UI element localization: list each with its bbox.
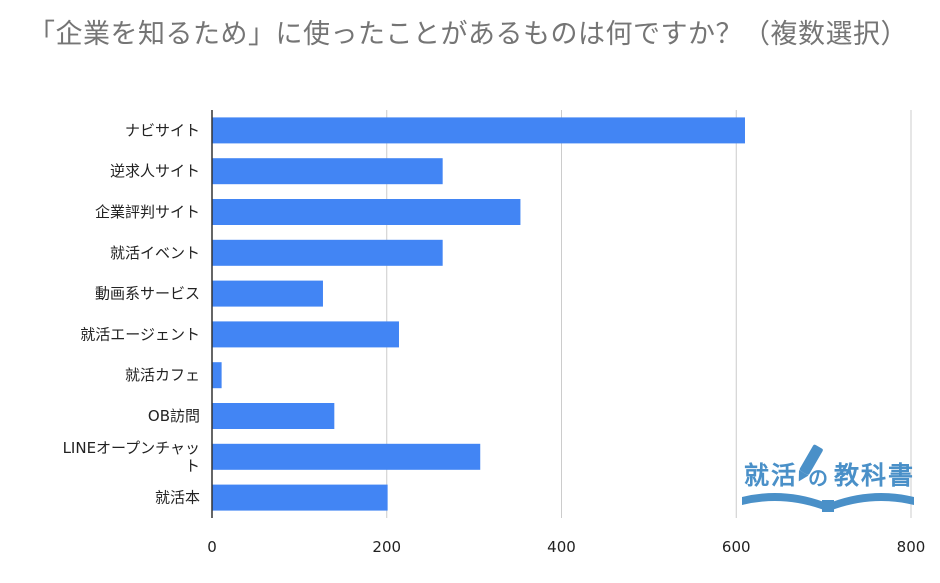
- category-label: OB訪問: [148, 407, 200, 425]
- category-label: 動画系サービス: [95, 285, 200, 303]
- watermark-logo: 就活 の 教科書: [738, 442, 918, 522]
- category-label: ナビサイト: [125, 121, 200, 139]
- bar: [212, 443, 481, 470]
- bar: [212, 158, 443, 185]
- category-label: 逆求人サイト: [110, 162, 200, 180]
- x-tick-label: 600: [722, 538, 751, 556]
- bars: [212, 117, 745, 511]
- x-tick-label: 800: [897, 538, 926, 556]
- category-label: 就活本: [155, 489, 200, 507]
- x-tick-label: 0: [207, 538, 217, 556]
- book-pencil-icon: [742, 444, 914, 512]
- category-label: 就活イベント: [110, 244, 200, 262]
- category-label: LINEオープンチャット: [63, 439, 200, 475]
- watermark-text-middle: の: [808, 466, 830, 490]
- bar: [212, 403, 335, 429]
- x-tick-labels: 0 200 400 600 800: [207, 538, 925, 556]
- bar: [212, 484, 388, 511]
- bar: [212, 239, 443, 266]
- watermark-text-left: 就活: [744, 461, 799, 490]
- chart-title: 「企業を知るため」に使ったことがあるものは何ですか？（複数選択）: [28, 19, 908, 50]
- category-label: 企業評判サイト: [95, 203, 200, 221]
- watermark-text-right: 教科書: [834, 461, 916, 490]
- x-tick-label: 400: [547, 538, 576, 556]
- x-tick-label: 200: [372, 538, 401, 556]
- category-label: 就活カフェ: [125, 366, 200, 384]
- bar: [212, 280, 323, 307]
- bar: [212, 199, 521, 225]
- category-label: 就活エージェント: [80, 325, 200, 343]
- category-labels: ナビサイト逆求人サイト企業評判サイト就活イベント動画系サービス就活エージェント就…: [63, 121, 200, 506]
- bar: [212, 362, 222, 389]
- bar: [212, 321, 399, 348]
- bar: [212, 117, 745, 144]
